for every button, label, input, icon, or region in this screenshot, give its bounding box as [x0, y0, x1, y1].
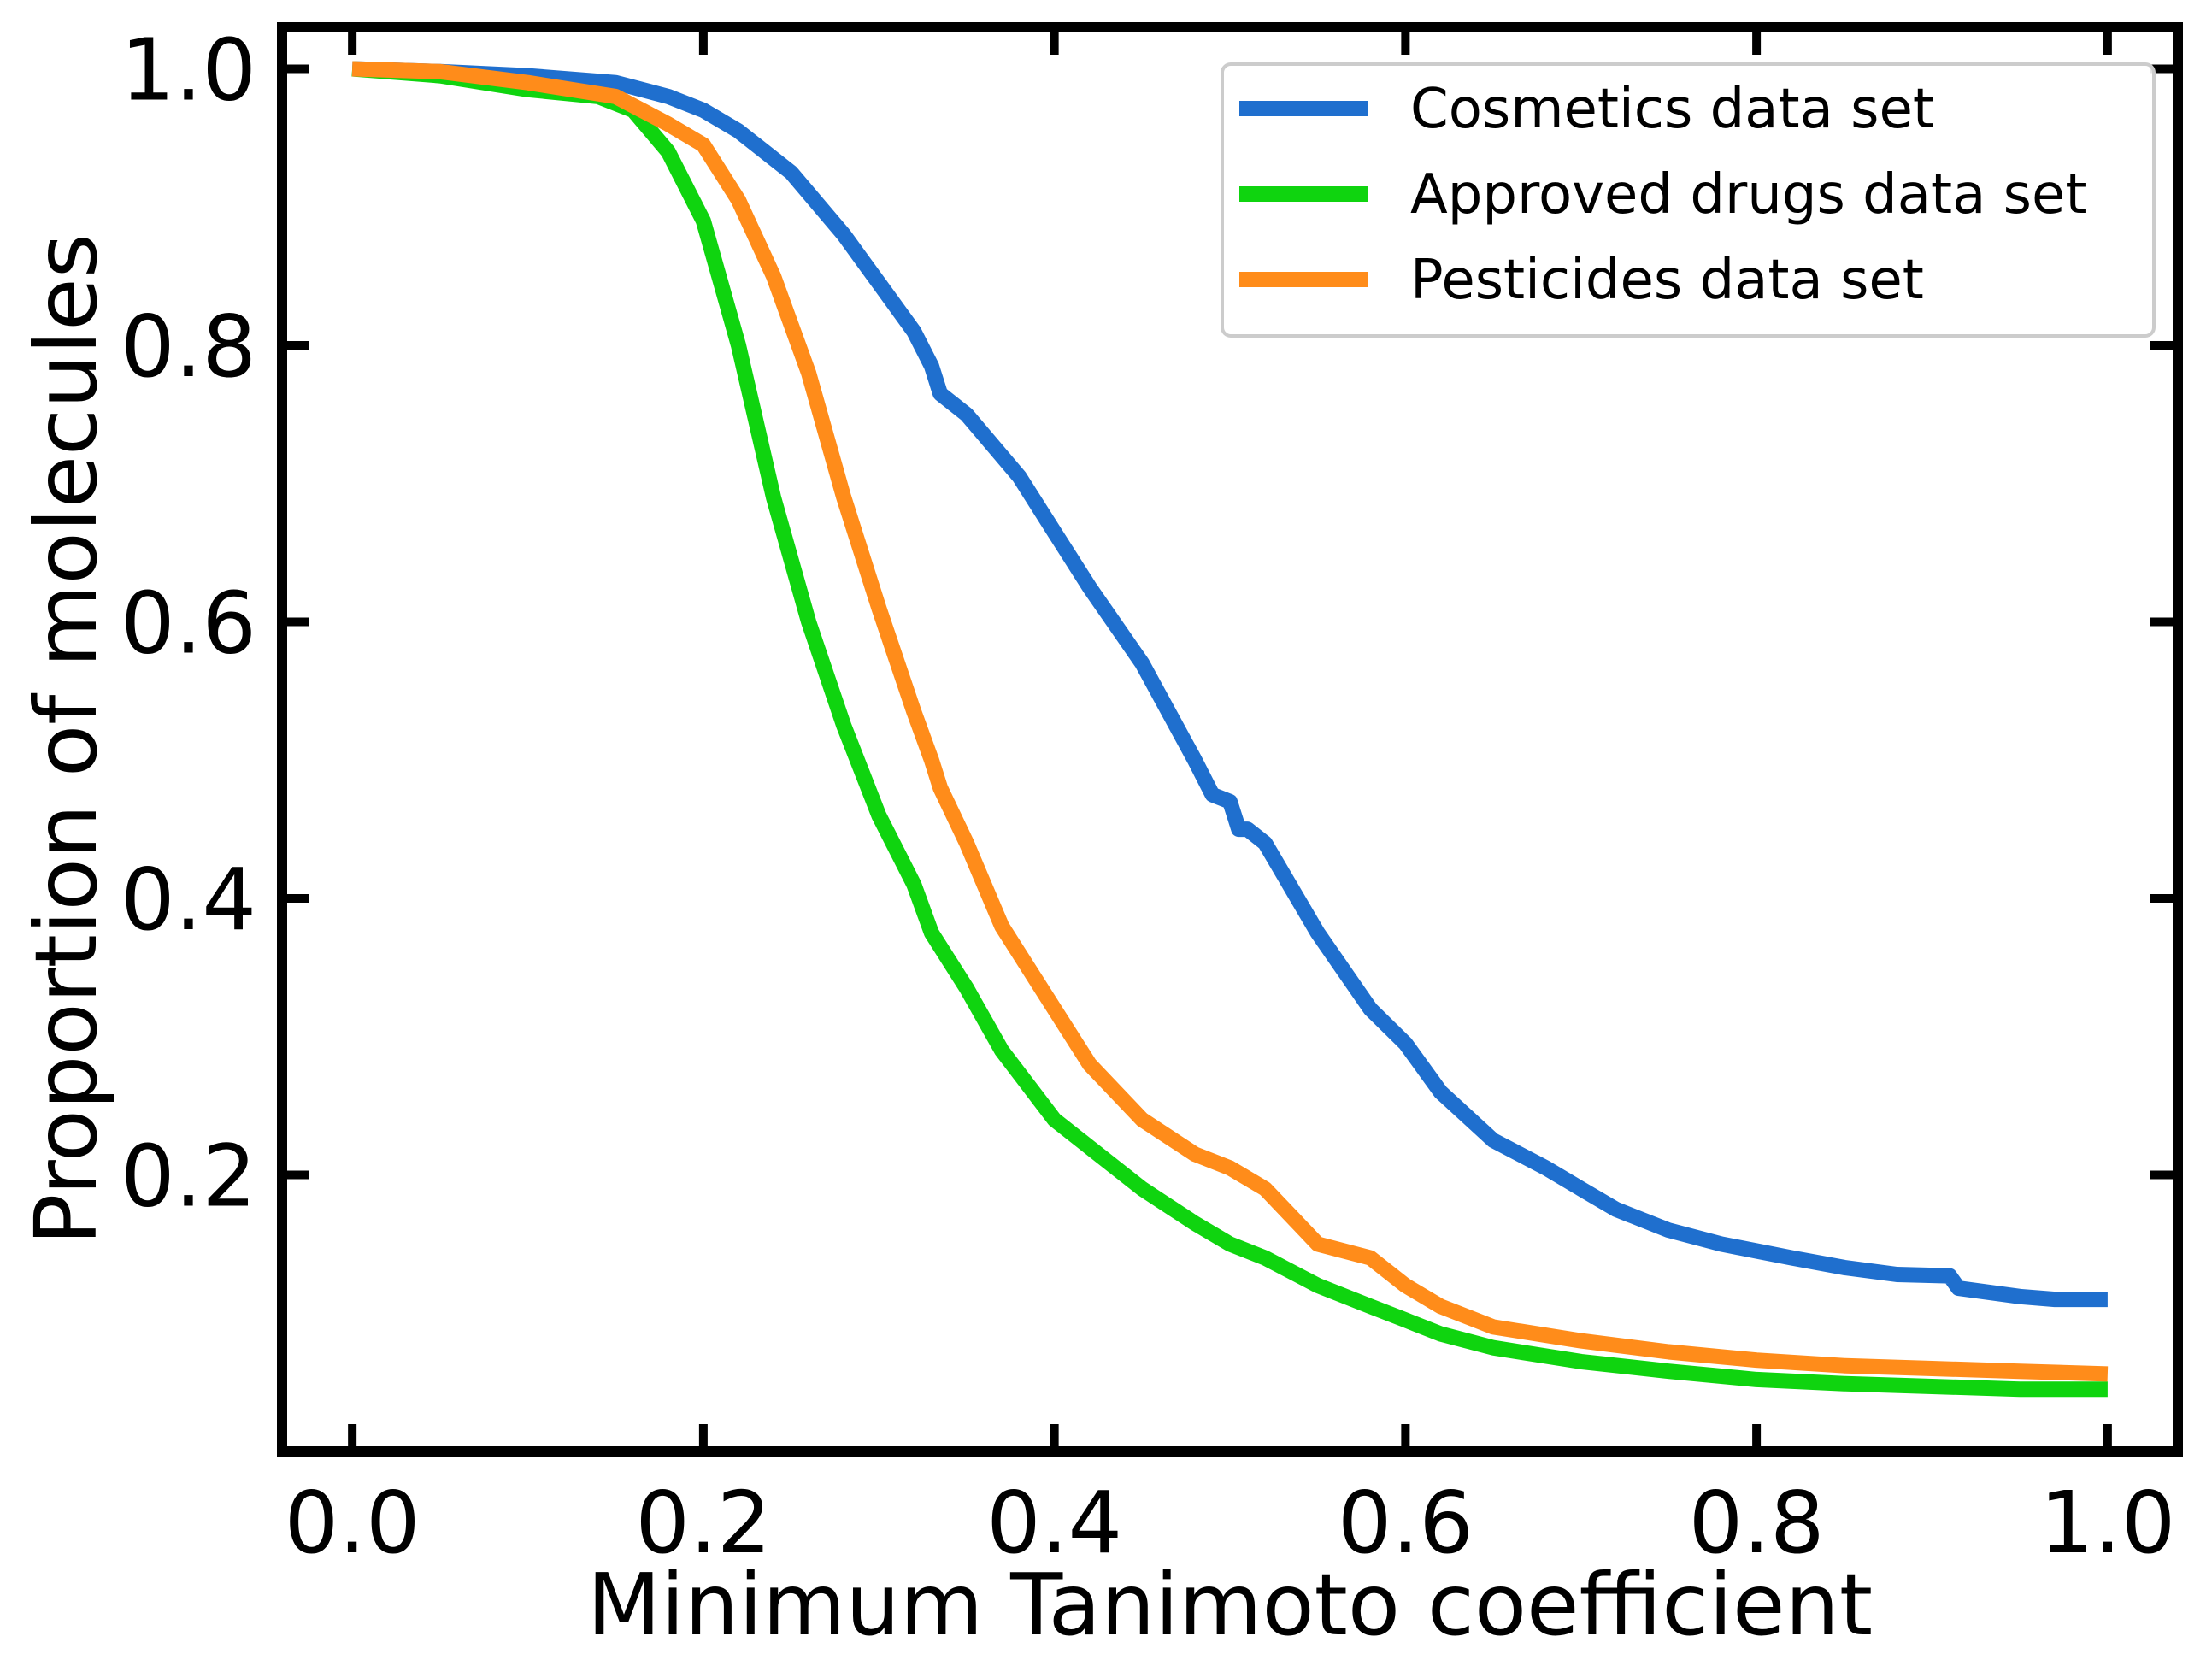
y-tick-label: 0.6 — [121, 574, 256, 674]
series-line-1 — [351, 61, 2108, 1308]
plot-frame — [277, 22, 2183, 1457]
y-tick-label: 0.8 — [121, 297, 256, 397]
series-line-2 — [351, 61, 2108, 1398]
legend-label-2: Approved drugs data set — [1410, 163, 2086, 227]
ticks-layer: 0.0 0.2 0.4 0.6 0.8 1.0 0.2 0.4 0.6 0.8 1.0 — [121, 21, 2178, 1573]
legend-label-3: Pesticides data set — [1410, 249, 1924, 312]
x-tick-label: 0.2 — [635, 1473, 771, 1573]
y-tick-label: 0.4 — [121, 850, 256, 950]
y-tick-label: 1.0 — [121, 21, 256, 121]
legend-label-1: Cosmetics data set — [1410, 78, 1934, 141]
x-tick-label: 0.0 — [285, 1473, 421, 1573]
y-axis-title: Proportion of molecules — [16, 233, 116, 1245]
x-tick-label: 0.6 — [1338, 1473, 1474, 1573]
x-tick-label: 0.8 — [1689, 1473, 1825, 1573]
x-axis-title: Minimum Tanimoto coefficient — [587, 1555, 1873, 1654]
x-tick-label: 1.0 — [2039, 1473, 2175, 1573]
legend-box — [1221, 62, 2156, 338]
legend: Cosmetics data set Approved drugs data se… — [1221, 62, 2156, 338]
series-line-3 — [351, 61, 2109, 1382]
series-layer — [351, 61, 2109, 1398]
x-tick-label: 0.4 — [986, 1473, 1122, 1573]
y-tick-label: 0.2 — [121, 1127, 256, 1227]
